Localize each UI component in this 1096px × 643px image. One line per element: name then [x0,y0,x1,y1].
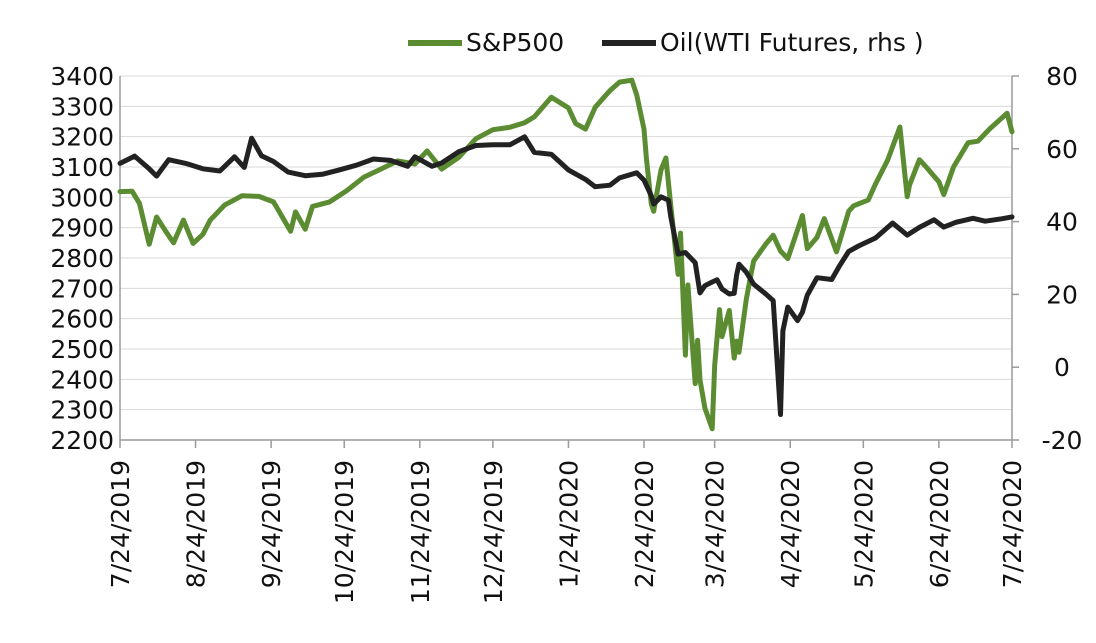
x-tick-label: 2/24/2020 [630,460,659,588]
left-tick-label: 3400 [50,62,114,91]
left-tick-label: 2900 [50,214,114,243]
x-tick-label: 11/24/2019 [406,460,435,604]
series-line-oil [117,134,1015,417]
right-tick-label: 20 [1046,280,1078,309]
x-tick-label: 9/24/2019 [257,460,286,588]
x-tick-label: 5/24/2020 [849,460,878,588]
x-tick-label: 6/24/2020 [925,460,954,588]
legend-label-sp500: S&P500 [466,28,564,57]
x-tick-label: 7/24/2019 [106,460,135,588]
x-tick-label: 3/24/2020 [701,460,730,588]
left-tick-label: 2200 [50,426,114,455]
left-tick-label: 2400 [50,365,114,394]
x-tick-label: 4/24/2020 [776,460,805,588]
x-tick-label: 7/24/2020 [998,460,1027,588]
right-tick-label: -20 [1042,426,1083,455]
x-tick-label: 1/24/2020 [554,460,583,588]
left-tick-label: 3000 [50,183,114,212]
series-line-sp500 [117,77,1015,432]
left-tick-label: 2600 [50,305,114,334]
right-tick-label: 60 [1046,135,1078,164]
left-tick-label: 2300 [50,396,114,425]
left-tick-label: 3300 [50,92,114,121]
left-tick-label: 2500 [50,335,114,364]
left-axis-tick-labels: 2200230024002500260027002800290030003100… [50,62,114,455]
grid-lines [120,75,1012,411]
left-tick-label: 3100 [50,153,114,182]
left-tick-label: 2700 [50,274,114,303]
right-tick-label: 0 [1054,353,1070,382]
right-tick-label: 80 [1046,62,1078,91]
legend: S&P500 Oil(WTI Futures, rhs ) [408,28,924,57]
axes [119,75,1019,448]
x-axis-tick-labels: 7/24/2019 8/24/2019 9/24/2019 10/24/2019 11/… [106,460,1027,604]
series-lines [117,77,1015,432]
left-tick-label: 3200 [50,123,114,152]
left-tick-label: 2800 [50,244,114,273]
right-tick-label: 40 [1046,208,1078,237]
x-tick-label: 10/24/2019 [330,460,359,604]
legend-label-oil: Oil(WTI Futures, rhs ) [660,28,924,57]
x-tick-label: 8/24/2019 [182,460,211,588]
right-axis-tick-labels: -20 0 20 40 60 80 [1042,62,1083,455]
x-tick-label: 12/24/2019 [479,460,508,604]
